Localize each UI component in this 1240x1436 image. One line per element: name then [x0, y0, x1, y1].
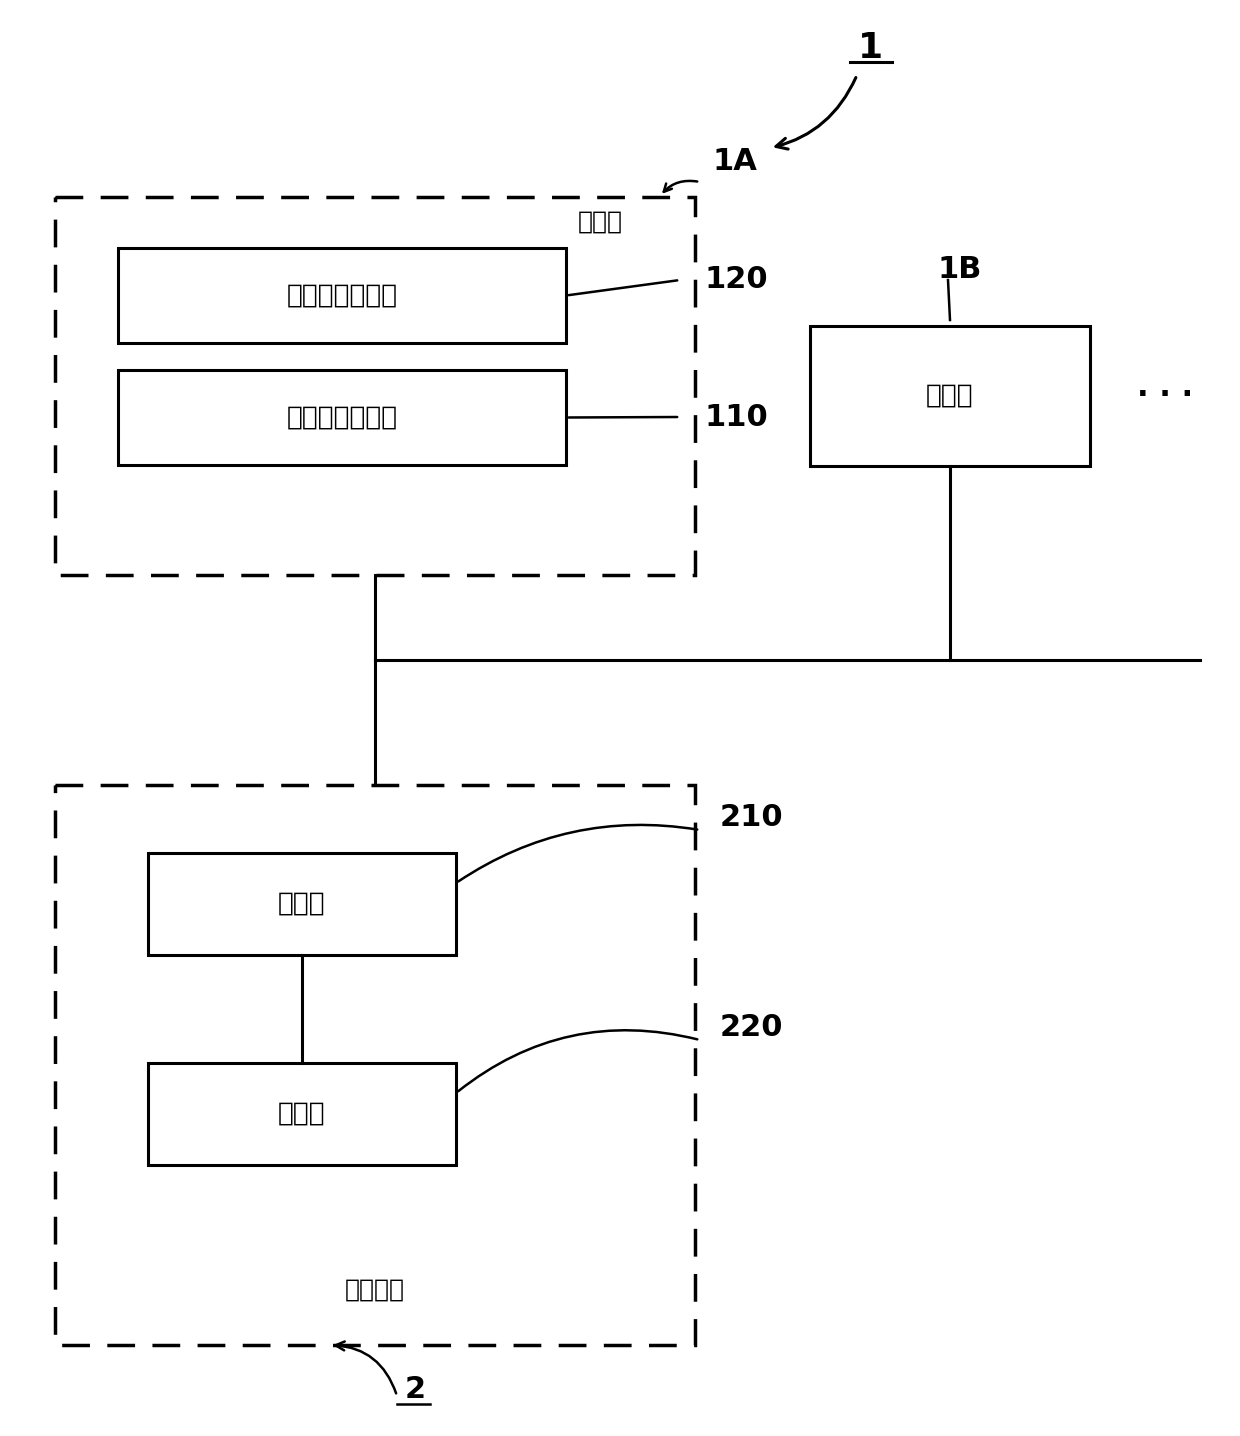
Text: 1: 1	[857, 32, 883, 65]
Text: 收集部: 收集部	[278, 890, 326, 918]
FancyArrowPatch shape	[336, 1341, 396, 1393]
Bar	[55, 197, 694, 574]
Text: · · ·: · · ·	[1137, 382, 1193, 411]
Text: 预测部: 预测部	[278, 1101, 326, 1127]
Bar	[118, 370, 565, 465]
FancyArrowPatch shape	[458, 1030, 697, 1091]
Bar	[148, 1063, 456, 1165]
Bar	[148, 853, 456, 955]
Bar	[810, 326, 1090, 467]
Text: 1B: 1B	[937, 256, 982, 284]
Text: 1A: 1A	[713, 148, 758, 177]
Bar	[118, 248, 565, 343]
Text: 位置信息获得部: 位置信息获得部	[286, 283, 398, 309]
FancyArrowPatch shape	[663, 181, 697, 192]
FancyArrowPatch shape	[459, 824, 697, 882]
Text: 2: 2	[404, 1376, 425, 1404]
Bar	[55, 785, 694, 1346]
Text: 220: 220	[720, 1014, 784, 1043]
Text: 120: 120	[706, 266, 769, 294]
Text: 110: 110	[706, 402, 769, 431]
FancyArrowPatch shape	[776, 78, 856, 149]
Text: 移动体: 移动体	[926, 383, 973, 409]
Text: 水分信息获得部: 水分信息获得部	[286, 405, 398, 431]
Text: 移动体: 移动体	[578, 210, 622, 234]
Text: 210: 210	[720, 804, 784, 833]
Text: 信息中心: 信息中心	[345, 1278, 405, 1302]
